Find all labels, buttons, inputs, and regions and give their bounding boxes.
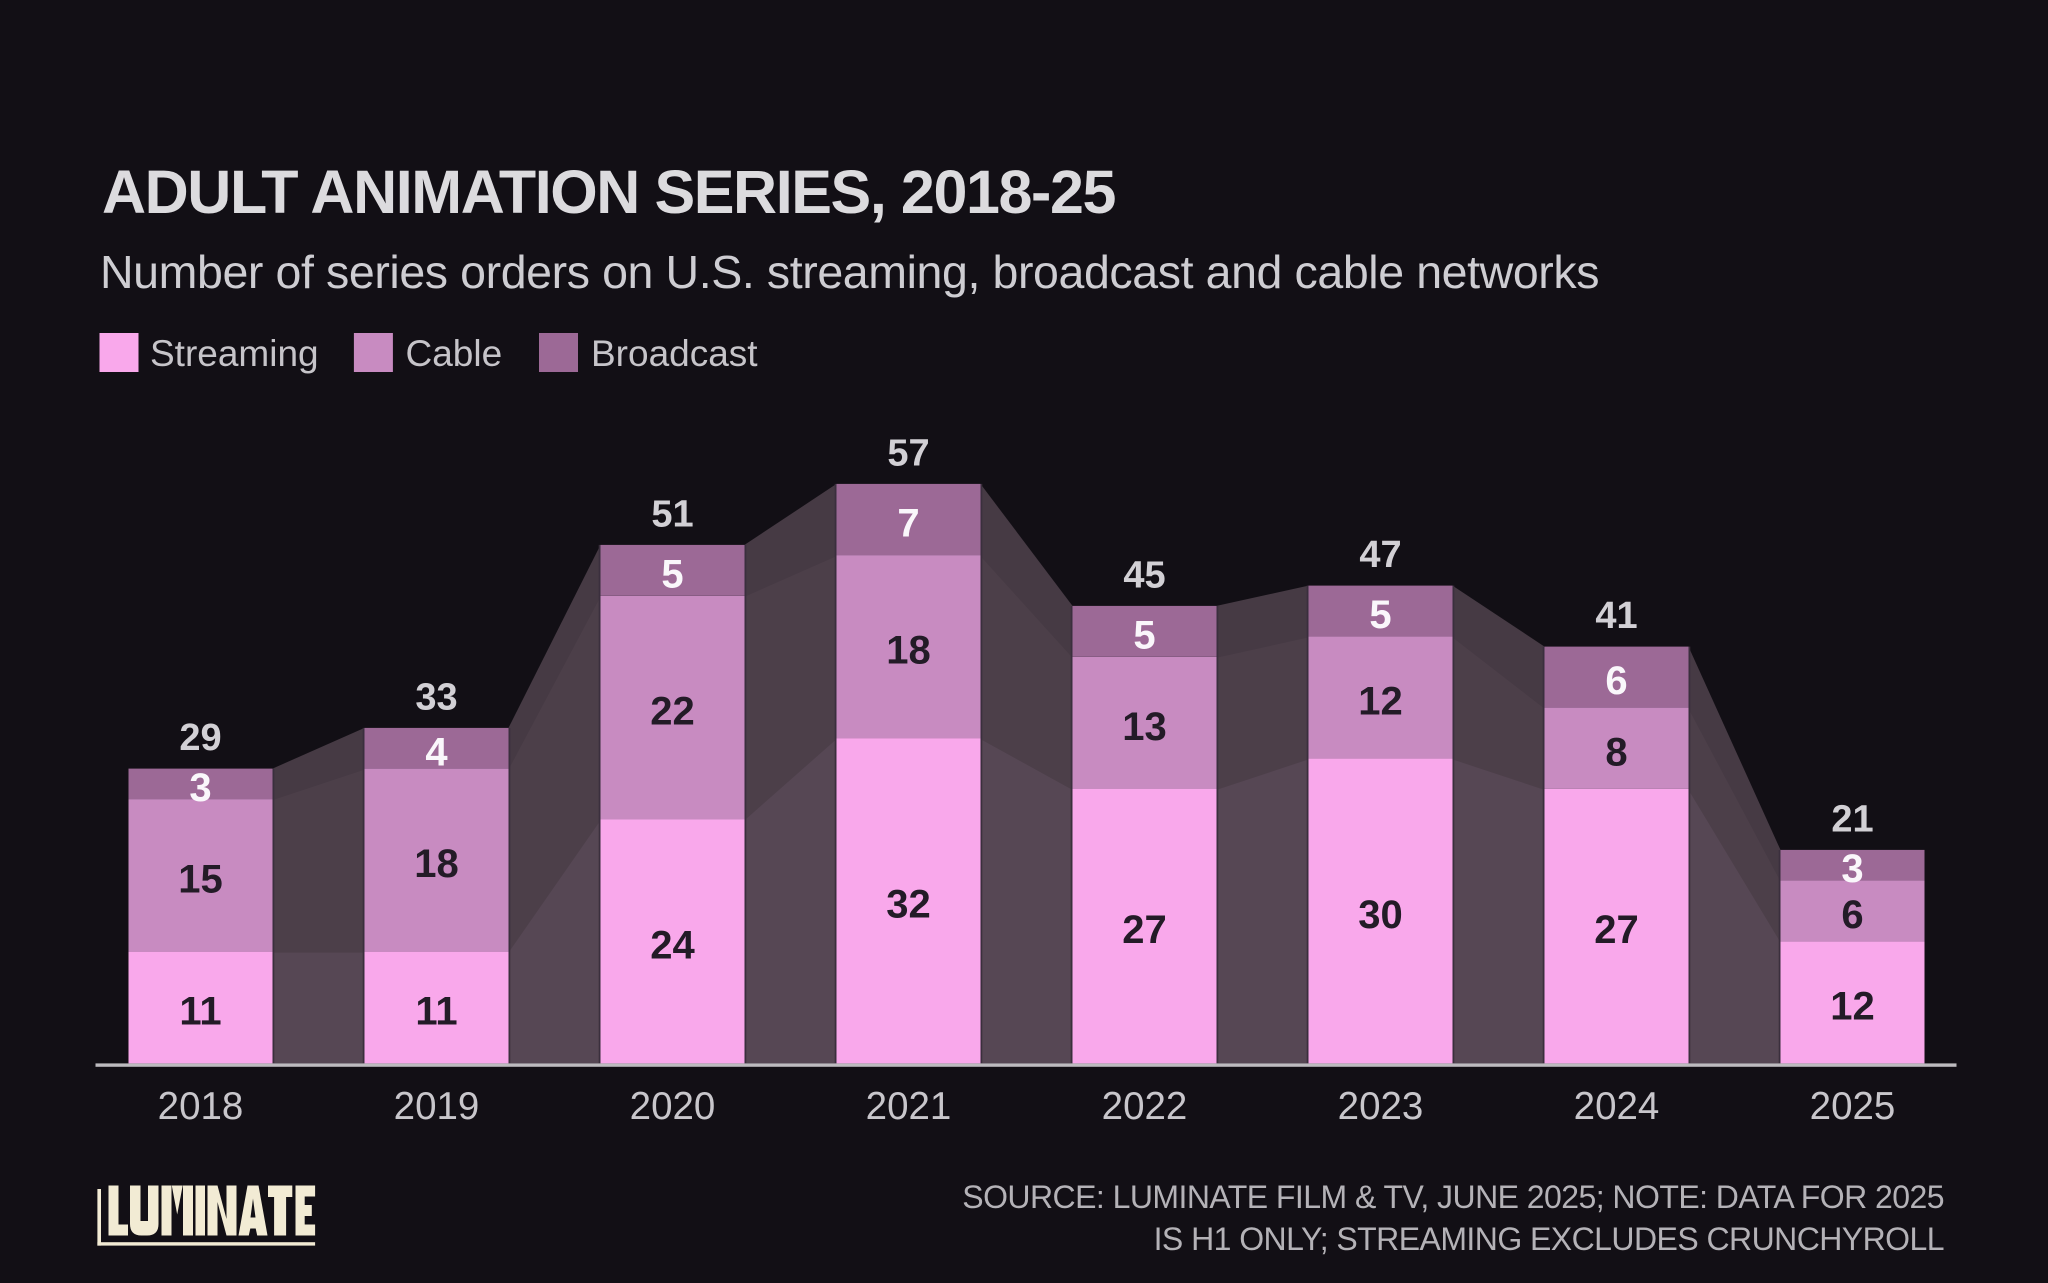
svg-text:11: 11 bbox=[179, 990, 221, 1034]
svg-text:2019: 2019 bbox=[394, 1085, 480, 1128]
svg-text:29: 29 bbox=[179, 717, 221, 759]
svg-text:41: 41 bbox=[1595, 595, 1637, 637]
svg-text:ADULT ANIMATION SERIES, 2018-2: ADULT ANIMATION SERIES, 2018-25 bbox=[102, 158, 1115, 226]
svg-text:47: 47 bbox=[1359, 534, 1401, 576]
svg-text:8: 8 bbox=[1605, 730, 1627, 774]
svg-text:12: 12 bbox=[1830, 984, 1875, 1028]
svg-text:15: 15 bbox=[178, 857, 223, 901]
svg-text:32: 32 bbox=[886, 883, 931, 927]
svg-text:SOURCE: LUMINATE FILM & TV, JU: SOURCE: LUMINATE FILM & TV, JUNE 2025; N… bbox=[962, 1179, 1944, 1215]
svg-text:57: 57 bbox=[887, 432, 929, 474]
svg-text:2025: 2025 bbox=[1810, 1085, 1896, 1128]
svg-text:7: 7 bbox=[897, 502, 919, 546]
svg-text:Broadcast: Broadcast bbox=[591, 333, 758, 374]
svg-text:2021: 2021 bbox=[866, 1085, 952, 1128]
svg-text:2022: 2022 bbox=[1102, 1085, 1188, 1128]
svg-text:6: 6 bbox=[1605, 659, 1627, 703]
svg-text:3: 3 bbox=[1841, 847, 1863, 891]
svg-text:24: 24 bbox=[650, 923, 695, 967]
svg-text:5: 5 bbox=[661, 552, 683, 596]
svg-text:Cable: Cable bbox=[406, 333, 503, 374]
svg-text:13: 13 bbox=[1122, 705, 1167, 749]
svg-text:27: 27 bbox=[1122, 908, 1167, 952]
svg-text:51: 51 bbox=[651, 493, 693, 535]
svg-text:30: 30 bbox=[1358, 893, 1403, 937]
svg-text:11: 11 bbox=[415, 990, 457, 1034]
svg-text:5: 5 bbox=[1133, 613, 1155, 657]
svg-text:Streaming: Streaming bbox=[150, 333, 319, 374]
svg-text:2023: 2023 bbox=[1338, 1085, 1424, 1128]
svg-text:18: 18 bbox=[886, 629, 931, 673]
svg-text:12: 12 bbox=[1358, 679, 1403, 723]
svg-text:Number of series orders on U.S: Number of series orders on U.S. streamin… bbox=[100, 246, 1599, 298]
svg-text:21: 21 bbox=[1831, 798, 1873, 840]
svg-text:2018: 2018 bbox=[158, 1085, 244, 1128]
svg-text:18: 18 bbox=[414, 842, 459, 886]
svg-text:22: 22 bbox=[650, 690, 695, 734]
svg-text:33: 33 bbox=[415, 676, 457, 718]
svg-text:6: 6 bbox=[1841, 893, 1863, 937]
svg-text:3: 3 bbox=[189, 766, 211, 810]
svg-text:45: 45 bbox=[1123, 554, 1165, 596]
svg-text:4: 4 bbox=[425, 730, 448, 774]
svg-text:2020: 2020 bbox=[630, 1085, 716, 1128]
svg-text:IS H1 ONLY; STREAMING EXCLUDES: IS H1 ONLY; STREAMING EXCLUDES CRUNCHYRO… bbox=[1154, 1221, 1944, 1257]
svg-text:2024: 2024 bbox=[1574, 1085, 1660, 1128]
svg-text:27: 27 bbox=[1594, 908, 1639, 952]
svg-text:5: 5 bbox=[1369, 593, 1391, 637]
